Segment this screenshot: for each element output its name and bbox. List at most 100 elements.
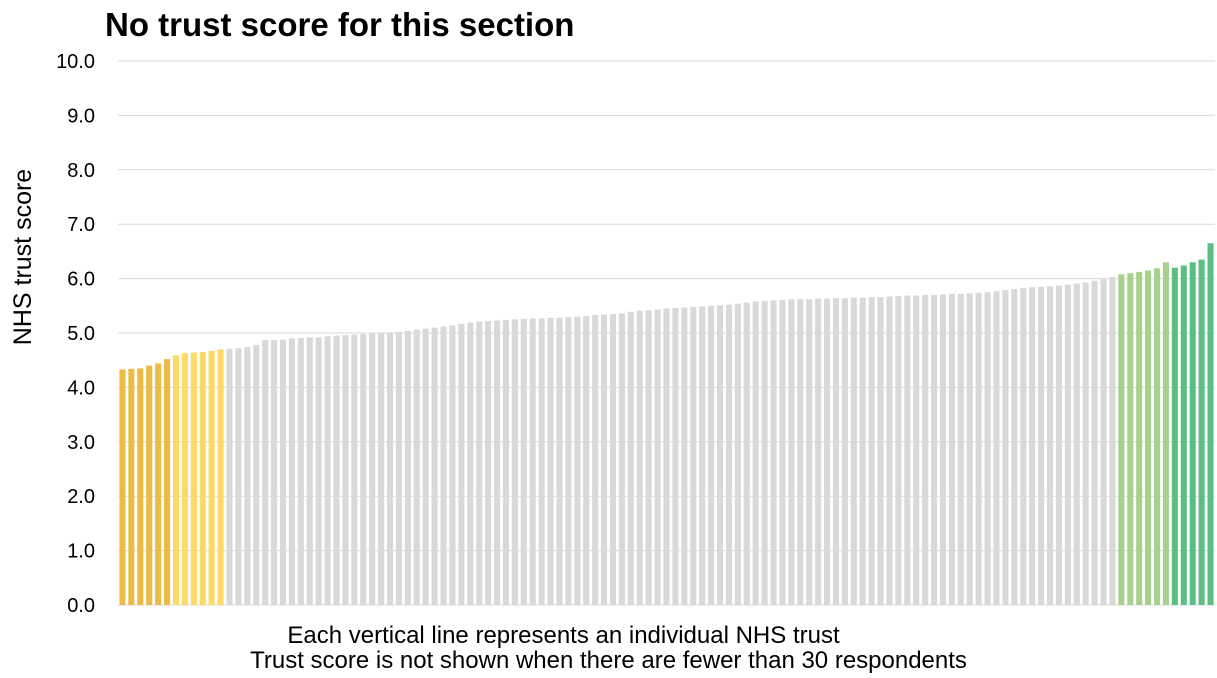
- y-tick-label: 9.0: [67, 105, 95, 127]
- bar: [716, 305, 724, 605]
- bar: [511, 319, 518, 605]
- bar: [119, 369, 126, 605]
- bar: [788, 299, 795, 605]
- bar: [244, 347, 251, 605]
- bar: [770, 300, 777, 605]
- bar: [957, 293, 964, 605]
- y-tick-labels: 0.0 1.0 2.0 3.0 4.0 5.0 6.0 7.0 8.0 9.0 10.0: [56, 51, 95, 617]
- bar: [806, 299, 813, 605]
- bar: [422, 328, 429, 605]
- bar: [939, 294, 947, 605]
- bar: [235, 348, 242, 605]
- bar: [1162, 262, 1169, 605]
- bar: [520, 318, 527, 605]
- bar: [529, 318, 536, 605]
- footnote-vertical-line: Each vertical line represents an individ…: [287, 622, 840, 649]
- bar: [609, 313, 617, 605]
- y-tick-label: 4.0: [67, 377, 95, 399]
- bar: [297, 337, 304, 605]
- bar: [672, 307, 679, 605]
- bar: [262, 340, 269, 605]
- bar: [779, 299, 786, 605]
- bar: [1091, 280, 1098, 605]
- bar: [1029, 287, 1036, 605]
- bar: [601, 314, 608, 605]
- bar: [636, 310, 643, 605]
- bar: [592, 315, 599, 605]
- bar: [583, 316, 590, 605]
- bar: [369, 333, 376, 605]
- bar: [1038, 286, 1045, 605]
- bar: [1189, 262, 1196, 605]
- bar: [1198, 259, 1205, 605]
- y-tick-label: 5.0: [67, 323, 95, 345]
- bar: [627, 311, 634, 605]
- footnote-respondents: Trust score is not shown when there are …: [250, 647, 967, 674]
- bar: [164, 359, 171, 605]
- bar: [565, 317, 572, 605]
- bar: [378, 333, 385, 605]
- bar: [146, 365, 153, 605]
- bar: [342, 335, 349, 605]
- bar: [494, 320, 501, 605]
- bar: [351, 334, 358, 605]
- bar: [1020, 287, 1027, 605]
- bar: [538, 318, 545, 605]
- y-axis-title: NHS trust score: [9, 169, 37, 345]
- bar: [734, 303, 741, 605]
- bar: [663, 308, 670, 605]
- bar: [288, 338, 295, 605]
- bar: [1046, 286, 1054, 605]
- bar: [386, 332, 394, 605]
- bar: [708, 305, 715, 605]
- bar: [217, 349, 224, 605]
- bar: [395, 331, 402, 605]
- chart-title: No trust score for this section: [105, 6, 575, 43]
- bar: [761, 300, 768, 605]
- bar: [1136, 272, 1143, 605]
- bar: [1127, 273, 1134, 605]
- bar: [324, 336, 331, 605]
- bar: [1145, 270, 1152, 605]
- bar: [306, 337, 313, 605]
- bar: [404, 330, 411, 605]
- bar: [360, 334, 367, 605]
- bar: [172, 355, 179, 605]
- y-tick-label: 2.0: [67, 486, 95, 508]
- bar: [993, 291, 1000, 605]
- bar: [1073, 283, 1080, 605]
- bar: [645, 310, 652, 605]
- bar: [181, 353, 188, 605]
- y-tick-label: 3.0: [67, 432, 95, 454]
- bar: [199, 352, 206, 605]
- y-tick-label: 0.0: [67, 595, 95, 617]
- bar: [1011, 288, 1018, 605]
- bar: [1082, 282, 1089, 605]
- bar: [824, 298, 831, 605]
- y-tick-label: 10.0: [56, 51, 95, 73]
- bar: [913, 295, 920, 605]
- bar: [547, 317, 554, 605]
- bar: [931, 294, 938, 605]
- bar: [618, 313, 625, 605]
- bar: [815, 298, 822, 605]
- bar: [859, 297, 866, 605]
- bar: [1064, 284, 1071, 605]
- bar: [226, 348, 233, 605]
- bar: [832, 298, 839, 605]
- bar: [877, 297, 884, 605]
- bar: [155, 363, 162, 605]
- bar: [725, 304, 732, 605]
- bar: [128, 368, 135, 605]
- bar: [850, 297, 857, 605]
- bar: [1055, 285, 1062, 605]
- bar: [279, 339, 287, 605]
- bar: [841, 298, 848, 605]
- bar: [1109, 276, 1116, 605]
- bar: [137, 368, 144, 605]
- bar: [208, 350, 215, 605]
- bar: [1002, 290, 1009, 605]
- bar: [904, 295, 911, 605]
- bar: [431, 327, 438, 605]
